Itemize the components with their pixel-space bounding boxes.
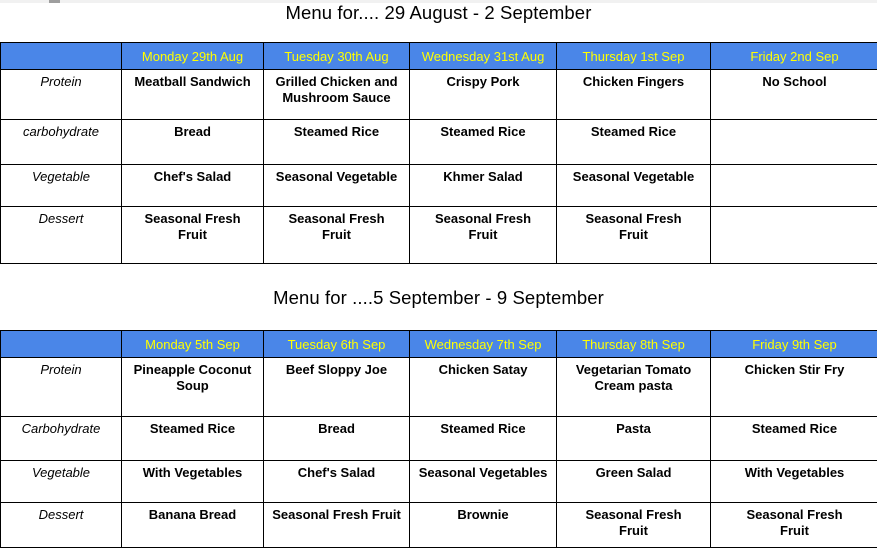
row-category-label: carbohydrate [0, 119, 122, 165]
menu-item-cell: Seasonal Fresh Fruit [556, 206, 711, 264]
menu-row: Vegetable With Vegetables Chef's Salad Seas… [0, 460, 877, 503]
menu-item-cell: Seasonal Fresh Fruit [710, 502, 877, 548]
menu-item-cell: Steamed Rice [556, 119, 711, 165]
corner-cell [0, 42, 122, 70]
menu-item-cell: With Vegetables [710, 460, 877, 503]
day-header-cell: Friday 2nd Sep [710, 42, 877, 70]
day-header-cell: Thursday 8th Sep [556, 330, 711, 358]
menu-item-cell: Seasonal Fresh Fruit [409, 206, 557, 264]
menu-item-cell: Pasta [556, 416, 711, 461]
menu-item-cell: Steamed Rice [409, 119, 557, 165]
menu-row: Carbohydrate Steamed Rice Bread Steamed Ric… [0, 416, 877, 461]
corner-cell [0, 330, 122, 358]
menu-item-cell: Pineapple Coconut Soup [121, 357, 264, 417]
day-header-cell: Wednesday 31st Aug [409, 42, 557, 70]
menu-item-cell: Seasonal Fresh Fruit [263, 206, 410, 264]
row-category-label: Protein [0, 69, 122, 120]
menu-row: Dessert Seasonal Fresh Fruit Seasonal Fres… [0, 206, 877, 264]
menu-item-cell: Khmer Salad [409, 164, 557, 207]
menu-item-cell: Seasonal Vegetable [556, 164, 711, 207]
menu-item-cell: Grilled Chicken and Mushroom Sauce [263, 69, 410, 120]
menu-item-cell: Meatball Sandwich [121, 69, 264, 120]
menu-item-cell: Brownie [409, 502, 557, 548]
day-header-cell: Monday 29th Aug [121, 42, 264, 70]
menu-item-cell: With Vegetables [121, 460, 264, 503]
day-header-cell: Tuesday 30th Aug [263, 42, 410, 70]
menu-item-cell: No School [710, 69, 877, 120]
menu-item-cell: Seasonal Fresh Fruit [556, 502, 711, 548]
menu-item-cell: Chef's Salad [263, 460, 410, 503]
menu-item-cell: Chicken Stir Fry [710, 357, 877, 417]
menu-table-week2: Monday 5th Sep Tuesday 6th Sep Wednesday 7… [0, 330, 877, 548]
menu-title-week2: Menu for ....5 September - 9 September [273, 287, 604, 308]
menu-item-cell: Steamed Rice [409, 416, 557, 461]
menu-item-cell: Steamed Rice [263, 119, 410, 165]
menu-item-cell: Vegetarian Tomato Cream pasta [556, 357, 711, 417]
menu-row: Protein Pineapple Coconut Soup Beef Sloppy… [0, 357, 877, 417]
menu-item-cell: Chef's Salad [121, 164, 264, 207]
menu-row: Protein Meatball Sandwich Grilled Chicken … [0, 69, 877, 120]
menu-title-week1: Menu for.... 29 August - 2 September [285, 2, 592, 23]
menu-item-cell: Crispy Pork [409, 69, 557, 120]
day-header-cell: Friday 9th Sep [710, 330, 877, 358]
menu-table-week1: Monday 29th Aug Tuesday 30th Aug Wednesday… [0, 42, 877, 264]
menu-item-cell: Bread [121, 119, 264, 165]
menu-item-cell: Seasonal Fresh Fruit [263, 502, 410, 548]
menu-item-cell: Banana Bread [121, 502, 264, 548]
menu-item-cell: Green Salad [556, 460, 711, 503]
row-category-label: Protein [0, 357, 122, 417]
menu-item-cell: Beef Sloppy Joe [263, 357, 410, 417]
row-category-label: Vegetable [0, 460, 122, 503]
day-header-cell: Monday 5th Sep [121, 330, 264, 358]
menu-item-cell: Chicken Fingers [556, 69, 711, 120]
menu-item-cell: Seasonal Vegetables [409, 460, 557, 503]
menu-row: Vegetable Chef's Salad Seasonal Vegetable K… [0, 164, 877, 207]
row-category-label: Vegetable [0, 164, 122, 207]
menu-item-cell: Chicken Satay [409, 357, 557, 417]
menu-item-cell: Steamed Rice [121, 416, 264, 461]
menu-item-cell: Seasonal Fresh Fruit [121, 206, 264, 264]
menu-item-cell [710, 119, 877, 165]
menu-item-cell: Bread [263, 416, 410, 461]
menu-item-cell: Steamed Rice [710, 416, 877, 461]
row-category-label: Carbohydrate [0, 416, 122, 461]
menu-row: carbohydrate Bread Steamed Rice Steamed Ric… [0, 119, 877, 165]
scrollbar-thumb[interactable] [49, 0, 60, 3]
row-category-label: Dessert [0, 206, 122, 264]
row-category-label: Dessert [0, 502, 122, 548]
menu-row: Dessert Banana Bread Seasonal Fresh Fruit B… [0, 502, 877, 548]
day-header-row: Monday 29th Aug Tuesday 30th Aug Wednesday… [0, 42, 877, 70]
menu-item-cell [710, 206, 877, 264]
day-header-cell: Wednesday 7th Sep [409, 330, 557, 358]
day-header-cell: Thursday 1st Sep [556, 42, 711, 70]
day-header-row: Monday 5th Sep Tuesday 6th Sep Wednesday 7… [0, 330, 877, 358]
top-scroll-strip [0, 0, 877, 3]
menu-item-cell: Seasonal Vegetable [263, 164, 410, 207]
menu-item-cell [710, 164, 877, 207]
day-header-cell: Tuesday 6th Sep [263, 330, 410, 358]
